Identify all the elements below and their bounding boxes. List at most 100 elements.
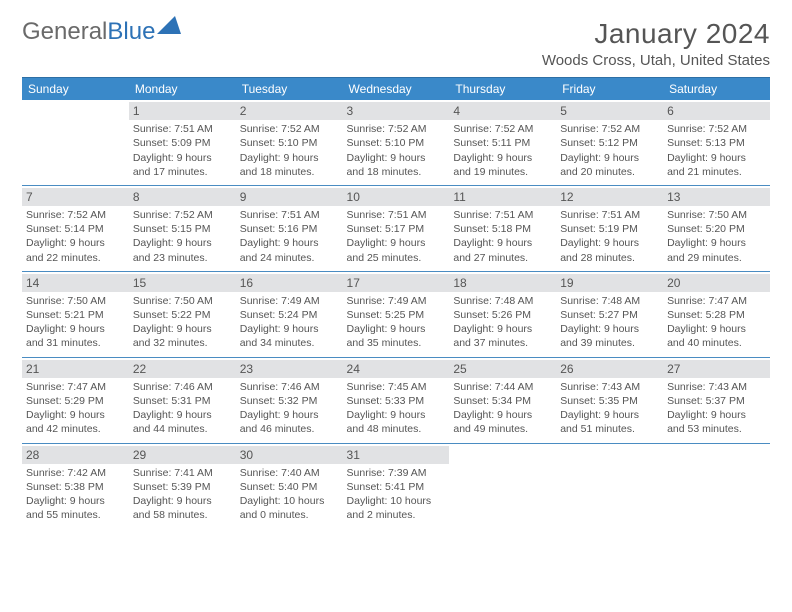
day-number: 8 <box>129 188 236 206</box>
sunset-text: Sunset: 5:27 PM <box>560 308 659 322</box>
daylight-text: Daylight: 9 hours and 46 minutes. <box>240 408 339 436</box>
day-number: 28 <box>22 446 129 464</box>
daylight-text: Daylight: 9 hours and 28 minutes. <box>560 236 659 264</box>
sunrise-text: Sunrise: 7:46 AM <box>240 380 339 394</box>
title-block: January 2024 Woods Cross, Utah, United S… <box>542 18 770 69</box>
calendar-cell <box>663 443 770 528</box>
sunrise-text: Sunrise: 7:42 AM <box>26 466 125 480</box>
sunrise-text: Sunrise: 7:47 AM <box>26 380 125 394</box>
day-number: 27 <box>663 360 770 378</box>
day-number <box>556 446 663 448</box>
sunrise-text: Sunrise: 7:49 AM <box>347 294 446 308</box>
sunset-text: Sunset: 5:20 PM <box>667 222 766 236</box>
calendar-cell: 6Sunrise: 7:52 AMSunset: 5:13 PMDaylight… <box>663 100 770 185</box>
sunset-text: Sunset: 5:10 PM <box>347 136 446 150</box>
day-number: 2 <box>236 102 343 120</box>
sunrise-text: Sunrise: 7:52 AM <box>26 208 125 222</box>
sunrise-text: Sunrise: 7:39 AM <box>347 466 446 480</box>
day-header: Thursday <box>449 78 556 101</box>
calendar-cell: 5Sunrise: 7:52 AMSunset: 5:12 PMDaylight… <box>556 100 663 185</box>
sunset-text: Sunset: 5:17 PM <box>347 222 446 236</box>
sunrise-text: Sunrise: 7:51 AM <box>240 208 339 222</box>
calendar-page: GeneralBlue January 2024 Woods Cross, Ut… <box>0 0 792 528</box>
daylight-text: Daylight: 10 hours and 0 minutes. <box>240 494 339 522</box>
day-number: 19 <box>556 274 663 292</box>
calendar-cell: 29Sunrise: 7:41 AMSunset: 5:39 PMDayligh… <box>129 443 236 528</box>
sunrise-text: Sunrise: 7:51 AM <box>133 122 232 136</box>
sunrise-text: Sunrise: 7:48 AM <box>453 294 552 308</box>
sunrise-text: Sunrise: 7:44 AM <box>453 380 552 394</box>
calendar-cell: 1Sunrise: 7:51 AMSunset: 5:09 PMDaylight… <box>129 100 236 185</box>
sunset-text: Sunset: 5:41 PM <box>347 480 446 494</box>
day-number: 11 <box>449 188 556 206</box>
sunset-text: Sunset: 5:29 PM <box>26 394 125 408</box>
daylight-text: Daylight: 9 hours and 35 minutes. <box>347 322 446 350</box>
day-number: 3 <box>343 102 450 120</box>
day-number: 24 <box>343 360 450 378</box>
calendar-cell: 22Sunrise: 7:46 AMSunset: 5:31 PMDayligh… <box>129 357 236 443</box>
calendar-body: 1Sunrise: 7:51 AMSunset: 5:09 PMDaylight… <box>22 100 770 528</box>
day-number: 23 <box>236 360 343 378</box>
sunrise-text: Sunrise: 7:48 AM <box>560 294 659 308</box>
day-number: 4 <box>449 102 556 120</box>
sunrise-text: Sunrise: 7:52 AM <box>453 122 552 136</box>
day-number: 20 <box>663 274 770 292</box>
day-number <box>449 446 556 448</box>
day-number: 6 <box>663 102 770 120</box>
calendar-cell: 2Sunrise: 7:52 AMSunset: 5:10 PMDaylight… <box>236 100 343 185</box>
sunset-text: Sunset: 5:11 PM <box>453 136 552 150</box>
daylight-text: Daylight: 9 hours and 42 minutes. <box>26 408 125 436</box>
sunset-text: Sunset: 5:15 PM <box>133 222 232 236</box>
calendar-head: SundayMondayTuesdayWednesdayThursdayFrid… <box>22 78 770 101</box>
day-number: 18 <box>449 274 556 292</box>
day-number: 12 <box>556 188 663 206</box>
calendar-cell: 14Sunrise: 7:50 AMSunset: 5:21 PMDayligh… <box>22 271 129 357</box>
day-number: 21 <box>22 360 129 378</box>
calendar-week: 1Sunrise: 7:51 AMSunset: 5:09 PMDaylight… <box>22 100 770 185</box>
calendar-cell: 15Sunrise: 7:50 AMSunset: 5:22 PMDayligh… <box>129 271 236 357</box>
sunset-text: Sunset: 5:28 PM <box>667 308 766 322</box>
calendar-cell <box>22 100 129 185</box>
sunrise-text: Sunrise: 7:43 AM <box>560 380 659 394</box>
location-subtitle: Woods Cross, Utah, United States <box>542 52 770 69</box>
day-number: 29 <box>129 446 236 464</box>
calendar-cell: 23 Sunrise: 7:46 AMSunset: 5:32 PMDayligh… <box>236 357 343 443</box>
sunrise-text: Sunrise: 7:50 AM <box>667 208 766 222</box>
daylight-text: Daylight: 9 hours and 44 minutes. <box>133 408 232 436</box>
day-number <box>663 446 770 448</box>
calendar-cell <box>449 443 556 528</box>
sunset-text: Sunset: 5:21 PM <box>26 308 125 322</box>
day-number: 26 <box>556 360 663 378</box>
calendar-cell: 3Sunrise: 7:52 AMSunset: 5:10 PMDaylight… <box>343 100 450 185</box>
sunset-text: Sunset: 5:10 PM <box>240 136 339 150</box>
sunset-text: Sunset: 5:18 PM <box>453 222 552 236</box>
calendar-cell: 24Sunrise: 7:45 AMSunset: 5:33 PMDayligh… <box>343 357 450 443</box>
calendar-cell: 11Sunrise: 7:51 AMSunset: 5:18 PMDayligh… <box>449 185 556 271</box>
sunset-text: Sunset: 5:40 PM <box>240 480 339 494</box>
day-number: 25 <box>449 360 556 378</box>
calendar-cell: 4 Sunrise: 7:52 AMSunset: 5:11 PMDaylight… <box>449 100 556 185</box>
daylight-text: Daylight: 9 hours and 19 minutes. <box>453 151 552 179</box>
calendar-cell: 27Sunrise: 7:43 AMSunset: 5:37 PMDayligh… <box>663 357 770 443</box>
calendar-cell: 28Sunrise: 7:42 AMSunset: 5:38 PMDayligh… <box>22 443 129 528</box>
brand-logo: GeneralBlue <box>22 18 181 46</box>
sunset-text: Sunset: 5:22 PM <box>133 308 232 322</box>
day-number <box>22 102 129 104</box>
day-number: 13 <box>663 188 770 206</box>
daylight-text: Daylight: 9 hours and 32 minutes. <box>133 322 232 350</box>
calendar-cell: 9Sunrise: 7:51 AMSunset: 5:16 PMDaylight… <box>236 185 343 271</box>
calendar-week: 7Sunrise: 7:52 AMSunset: 5:14 PMDaylight… <box>22 185 770 271</box>
daylight-text: Daylight: 9 hours and 37 minutes. <box>453 322 552 350</box>
daylight-text: Daylight: 9 hours and 21 minutes. <box>667 151 766 179</box>
sunset-text: Sunset: 5:31 PM <box>133 394 232 408</box>
calendar-cell: 19Sunrise: 7:48 AMSunset: 5:27 PMDayligh… <box>556 271 663 357</box>
sunset-text: Sunset: 5:39 PM <box>133 480 232 494</box>
sunset-text: Sunset: 5:25 PM <box>347 308 446 322</box>
daylight-text: Daylight: 9 hours and 23 minutes. <box>133 236 232 264</box>
sunset-text: Sunset: 5:32 PM <box>240 394 339 408</box>
calendar-cell: 17Sunrise: 7:49 AMSunset: 5:25 PMDayligh… <box>343 271 450 357</box>
sunrise-text: Sunrise: 7:41 AM <box>133 466 232 480</box>
day-header: Monday <box>129 78 236 101</box>
daylight-text: Daylight: 9 hours and 18 minutes. <box>347 151 446 179</box>
calendar-cell: 13Sunrise: 7:50 AMSunset: 5:20 PMDayligh… <box>663 185 770 271</box>
